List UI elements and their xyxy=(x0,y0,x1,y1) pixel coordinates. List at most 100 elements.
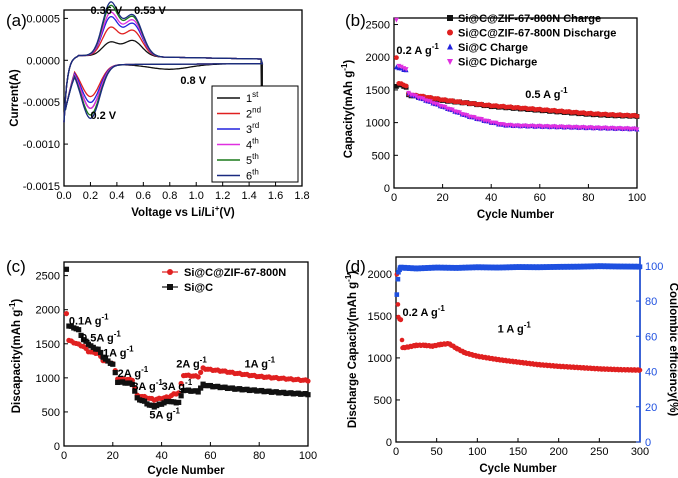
legend-marker xyxy=(167,269,173,275)
data-point xyxy=(132,388,138,394)
x-axis-label-suffix: (V) xyxy=(219,207,235,219)
x-tick-label: 0 xyxy=(391,192,397,204)
annotation-main: 0.5 A g xyxy=(525,89,560,101)
x-tick-label: 40 xyxy=(485,192,497,204)
x-tick-label: 0.4 xyxy=(109,190,124,202)
legend-label-main: 6 xyxy=(246,171,252,183)
x-tick-label: 60 xyxy=(534,192,546,204)
annotation-sup: -1 xyxy=(114,330,122,339)
x-tick-label: 40 xyxy=(155,450,167,462)
x-tick-label: 1.2 xyxy=(215,190,230,202)
data-point xyxy=(486,119,492,124)
annotation: 0.53 V xyxy=(134,5,166,17)
legend-label-sup: th xyxy=(252,152,259,161)
legend-label-main: 2 xyxy=(246,109,252,121)
data-point xyxy=(195,389,201,395)
legend-label: 6th xyxy=(246,168,259,183)
legend-marker xyxy=(447,59,453,65)
y-tick-label: -0.0010 xyxy=(23,139,60,151)
legend-label: Si@C@ZIF-67-800N Discharge xyxy=(458,28,616,40)
annotation-main: 1A g xyxy=(245,359,268,371)
annotation: 3A g-1 xyxy=(132,378,163,393)
y-right-tick-label: 40 xyxy=(645,367,657,379)
y-right-tick-label: 60 xyxy=(645,331,657,343)
data-point xyxy=(637,264,643,269)
legend-box xyxy=(211,85,299,183)
data-point xyxy=(394,83,399,89)
data-point xyxy=(305,378,311,384)
data-point xyxy=(63,310,70,317)
data-point xyxy=(457,110,463,116)
legend-label-main: 5 xyxy=(246,155,252,167)
annotation-main: 0.2 A g xyxy=(403,307,438,319)
legend-marker xyxy=(447,15,453,21)
y-axis-label-main: Capacity(mAh g xyxy=(343,71,355,159)
x-axis-label: Cycle Number xyxy=(479,463,557,475)
x-tick-label: 1.8 xyxy=(294,190,309,202)
annotation-main: 2A g xyxy=(118,368,141,380)
y-tick-label: 2000 xyxy=(368,269,392,281)
plot-frame xyxy=(63,261,309,447)
legend-label: 2nd xyxy=(246,106,261,121)
data-point xyxy=(141,398,148,404)
data-point xyxy=(420,96,426,102)
data-point xyxy=(76,327,82,333)
y-axis-label-sup: -1 xyxy=(8,302,17,310)
y-axis-label-suffix: ) xyxy=(343,60,355,64)
y-tick-label: 1500 xyxy=(366,85,390,97)
annotation-sup: -1 xyxy=(438,304,446,313)
legend-label: Si@C@ZIF-67-800N Charge xyxy=(458,13,601,25)
x-tick-label: 0 xyxy=(61,450,67,462)
x-axis-label-main: Voltage vs Li/Li xyxy=(131,207,215,219)
y-right-axis-label: Coulombic efficiency(%) xyxy=(667,283,678,417)
chart-b: (b)0 20 40 60 80 10005001000150020002500Cycle… xyxy=(340,11,646,221)
data-point xyxy=(198,385,204,391)
legend-label: 3rd xyxy=(246,121,259,136)
y-tick-label: 1000 xyxy=(36,373,60,385)
x-tick-label: 80 xyxy=(253,450,265,462)
y-tick-label: 1500 xyxy=(368,311,392,323)
data-point xyxy=(110,361,116,367)
data-point xyxy=(394,292,400,297)
annotation-main: 3A g xyxy=(162,381,185,393)
legend-label: Si@C Dicharge xyxy=(458,57,537,69)
legend-label: 5th xyxy=(246,152,259,167)
y-right-tick-label: 20 xyxy=(645,402,657,414)
y-right-tick-label: 80 xyxy=(645,296,657,308)
chart-d: (d)0 50 100 150 200 250 3000500100015002000020… xyxy=(344,256,678,475)
legend-label: Si@C@ZIF-67-800N xyxy=(184,267,286,279)
legend-label-main: 1 xyxy=(246,93,252,105)
legend-label-main: 3 xyxy=(246,124,252,136)
data-point xyxy=(634,127,640,133)
x-tick-label: 100 xyxy=(299,450,317,462)
data-point xyxy=(479,117,484,122)
y-axis-label-sup: -1 xyxy=(344,274,353,282)
annotation: 0.2 A g-1 xyxy=(396,42,439,57)
x-tick-label: 0.2 xyxy=(83,190,98,202)
y-tick-label: 1500 xyxy=(36,339,60,351)
data-point xyxy=(395,302,401,307)
data-point xyxy=(403,67,409,72)
y-axis-label-main: Discharge Capacity(mAh g xyxy=(347,282,359,428)
y-tick-label: 0.0000 xyxy=(26,55,60,67)
annotation-sup: -1 xyxy=(560,86,568,95)
annotation: 0.2 A g-1 xyxy=(403,304,446,319)
x-tick-label: 250 xyxy=(590,446,608,458)
annotation-main: 2A g xyxy=(176,359,199,371)
x-tick-label: 1.0 xyxy=(189,190,204,202)
legend-marker xyxy=(447,43,453,50)
data-point xyxy=(396,269,401,275)
y-axis-label-suffix: ) xyxy=(347,271,359,275)
y-tick-label: -0.0005 xyxy=(23,97,60,109)
x-tick-label: 20 xyxy=(107,450,119,462)
x-axis-label: Cycle Number xyxy=(147,465,225,477)
legend-marker xyxy=(167,284,173,290)
annotation-main: 5A g xyxy=(149,410,172,422)
y-tick-label: 2500 xyxy=(36,271,60,283)
data-point xyxy=(178,380,184,387)
annotation: 0.36 V xyxy=(90,5,122,17)
annotation-sup: -1 xyxy=(156,378,164,387)
x-tick-label: 0.6 xyxy=(136,190,151,202)
x-tick-label: 80 xyxy=(582,192,594,204)
y-axis-label: Discapacity(mAh g-1) xyxy=(8,299,23,414)
